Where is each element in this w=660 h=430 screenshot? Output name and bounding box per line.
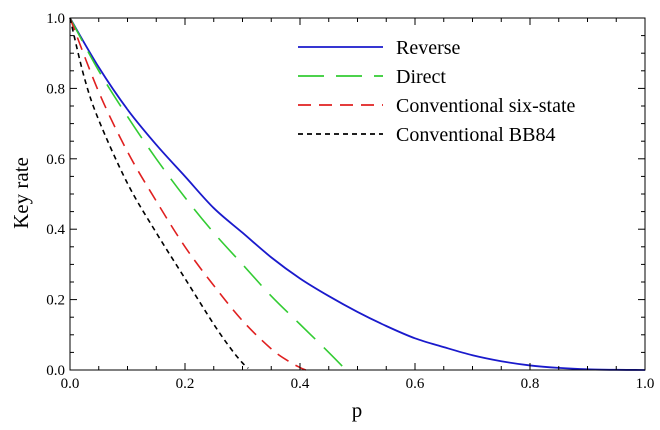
y-tick-label: 0.6 — [46, 152, 65, 168]
y-axis-title: Key rate — [9, 157, 33, 229]
series-line-conventional-bb84 — [69, 17, 249, 369]
x-tick-label: 0.4 — [291, 376, 310, 392]
series-line-direct — [69, 17, 347, 371]
legend-label-reverse: Reverse — [396, 37, 461, 59]
y-tick-label: 0.2 — [46, 293, 65, 309]
series-line-conventional-six-state — [69, 17, 307, 371]
x-tick-label: 0.6 — [406, 376, 425, 392]
y-tick-label: 0.4 — [46, 222, 65, 238]
y-tick-label: 0.8 — [46, 81, 65, 97]
x-tick-label: 0.8 — [521, 376, 540, 392]
legend-label-direct: Direct — [396, 66, 446, 88]
x-tick-label: 0.2 — [176, 376, 195, 392]
y-tick-label: 0.0 — [46, 363, 65, 379]
axes-layer: 0.0 0.2 0.4 0.6 0.8 1.0 0.0 0.2 0.4 0.6 0.8 1.0 — [46, 11, 654, 392]
legend-label-conventional-six-state: Conventional six-state — [396, 95, 576, 117]
x-tick-label: 1.0 — [636, 376, 655, 392]
series-layer — [69, 17, 646, 371]
legend-label-conventional-bb84: Conventional BB84 — [396, 124, 555, 146]
legend: Reverse Direct Conventional six-state Conve… — [298, 37, 576, 146]
x-axis-title: p — [352, 398, 363, 422]
series-line-reverse — [69, 17, 646, 371]
x-tick-label: 0.0 — [61, 376, 80, 392]
y-tick-label: 1.0 — [46, 11, 65, 27]
